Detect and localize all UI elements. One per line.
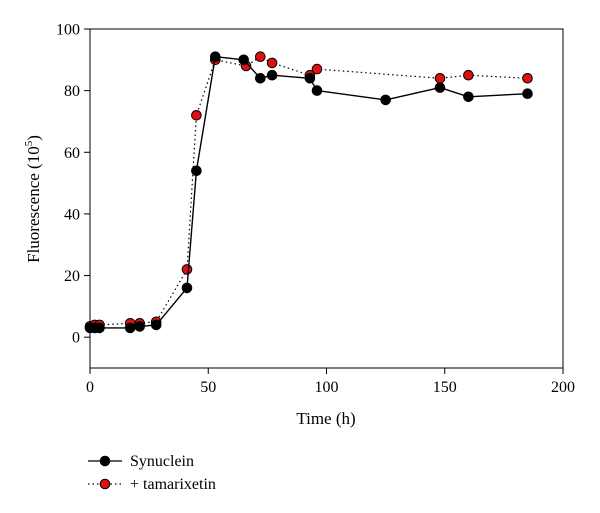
data-point-synuclein — [304, 73, 316, 84]
y-axis-label-suffix: ) — [24, 135, 43, 141]
y-axis-ticks: 0 20 40 60 80 100 — [56, 22, 90, 347]
legend-label-tamarixetin: + tamarixetin — [130, 476, 216, 493]
plot-frame — [89, 28, 564, 369]
data-point-tamarixetin — [181, 264, 193, 275]
data-point-synuclein — [311, 85, 323, 96]
series-line-tamarixetin — [89, 56, 528, 327]
y-tick-label: 20 — [64, 268, 80, 285]
data-point-tamarixetin — [266, 57, 278, 69]
y-axis-label-main: Fluorescence (10 — [24, 146, 43, 263]
data-point-tamarixetin — [311, 63, 323, 75]
data-point-tamarixetin — [191, 110, 202, 121]
data-point-synuclein — [434, 82, 446, 93]
data-point-synuclein — [191, 165, 202, 177]
y-tick-label: 100 — [56, 22, 80, 39]
data-point-synuclein — [463, 91, 474, 103]
y-axis-label-exponent: 5 — [23, 140, 35, 146]
data-point-synuclein — [210, 51, 221, 63]
y-tick-label: 80 — [64, 83, 80, 100]
legend: Synuclein + tamarixetin — [88, 453, 216, 493]
x-axis-ticks: 0 50 100 150 200 — [86, 368, 575, 396]
data-point-synuclein — [238, 54, 249, 66]
y-tick-label: 60 — [64, 145, 80, 162]
x-tick-label: 100 — [315, 379, 339, 396]
legend-label-synuclein: Synuclein — [130, 453, 194, 470]
data-point-synuclein — [181, 282, 193, 294]
data-point-synuclein — [522, 88, 533, 99]
legend-marker-tamarixetin — [99, 478, 111, 490]
series-layer — [84, 51, 533, 334]
data-point-synuclein — [94, 322, 105, 334]
x-tick-label: 200 — [551, 379, 575, 396]
data-point-synuclein — [150, 319, 162, 331]
data-point-tamarixetin — [463, 69, 474, 81]
legend-marker-synuclein — [99, 455, 111, 467]
x-tick-label: 0 — [86, 379, 94, 396]
data-point-synuclein — [124, 322, 136, 334]
data-point-synuclein — [380, 94, 391, 106]
x-axis-label: Time (h) — [296, 409, 355, 428]
y-tick-label: 40 — [64, 206, 80, 223]
y-axis-label: Fluorescence (105) — [23, 135, 43, 263]
data-point-synuclein — [134, 321, 145, 332]
data-point-tamarixetin — [254, 51, 266, 63]
y-tick-label: 0 — [72, 330, 80, 347]
x-tick-label: 50 — [200, 379, 216, 396]
data-point-tamarixetin — [522, 73, 533, 84]
data-point-synuclein — [254, 73, 266, 84]
data-point-tamarixetin — [434, 73, 446, 84]
x-tick-label: 150 — [433, 379, 457, 396]
series-line-synuclein — [90, 56, 528, 329]
data-point-synuclein — [266, 69, 278, 81]
